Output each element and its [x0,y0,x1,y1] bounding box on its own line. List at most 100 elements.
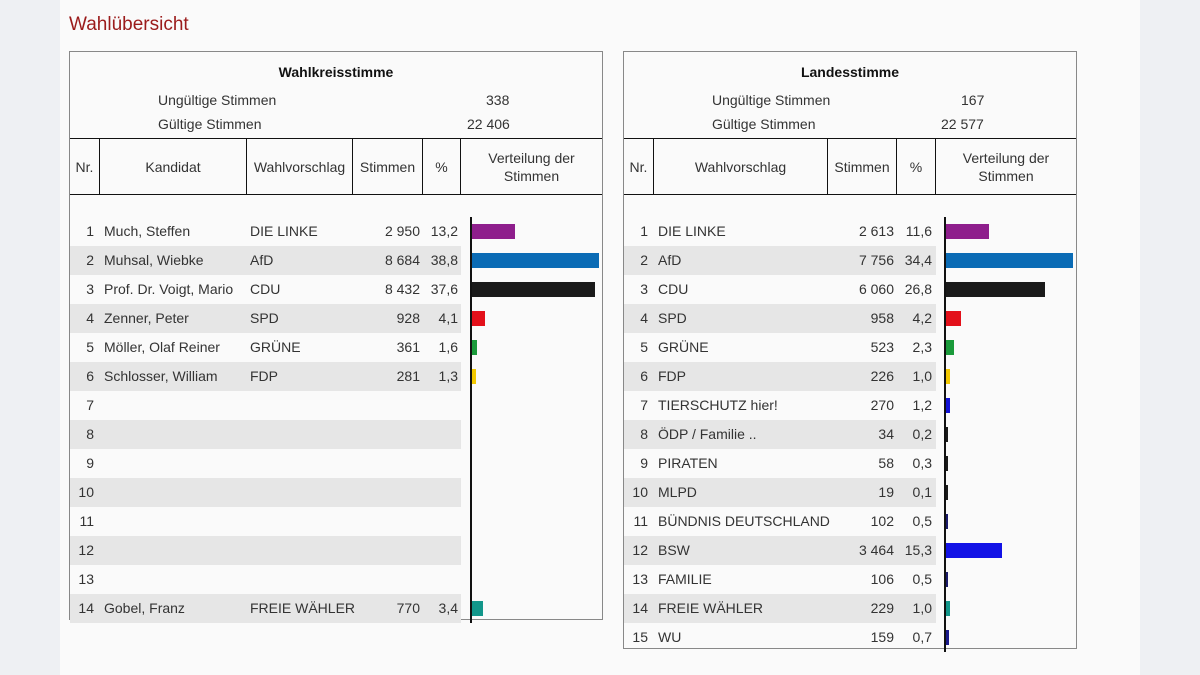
landesstimme-summary: Landesstimme Ungültige Stimmen 167 Gülti… [624,52,1076,138]
cell-nr: 14 [78,600,94,616]
cell-nr: 4 [86,310,94,326]
cell-wahlvorschlag: GRÜNE [658,339,709,355]
cell-prozent: 38,8 [430,252,458,268]
vote-bar [946,601,950,616]
cell-wahlvorschlag: CDU [250,281,281,297]
table-row: 13 FAMILIE 106 0,5 [624,565,1076,594]
table-row: 5 Möller, Olaf Reiner GRÜNE 361 1,6 [70,333,602,362]
vote-bar [946,456,948,471]
cell-prozent: 2,3 [912,339,932,355]
cell-wahlvorschlag: AfD [250,252,274,268]
cell-prozent: 1,0 [912,368,932,384]
row-background [624,594,936,623]
vote-bar [946,253,1073,268]
cell-prozent: 13,2 [430,223,458,239]
cell-stimmen: 6 060 [858,281,894,297]
cell-nr: 15 [632,629,648,645]
invalid-votes-value: 167 [961,92,985,108]
cell-nr: 7 [640,397,648,413]
cell-prozent: 1,2 [912,397,932,413]
cell-nr: 3 [640,281,648,297]
cell-wahlvorschlag: FDP [250,368,278,384]
table-header: Nr. Wahlvorschlag Stimmen % Verteilung d… [624,138,1076,195]
table-row: 6 Schlosser, William FDP 281 1,3 [70,362,602,391]
cell-stimmen: 270 [870,397,894,413]
vote-bar [946,543,1003,558]
table-row: 12 [70,536,602,565]
row-background [70,246,461,275]
cell-prozent [423,420,458,449]
table-row: 8 ÖDP / Familie .. 34 0,2 [624,420,1076,449]
cell-stimmen: 106 [870,571,894,587]
cell-nr: 10 [632,484,648,500]
cell-stimmen: 770 [396,600,420,616]
vote-bar [946,572,948,587]
table-row: 10 [70,478,602,507]
cell-wahlvorschlag: FREIE WÄHLER [250,600,356,616]
cell-prozent: 26,8 [904,281,932,297]
column-header-prozent: % [423,139,461,194]
vote-bar [946,514,948,529]
cell-stimmen: 2 613 [858,223,894,239]
cell-nr: 2 [640,252,648,268]
cell-kandidat: Prof. Dr. Voigt, Mario [104,281,234,297]
vote-bar [946,398,951,413]
cell-prozent: 37,6 [430,281,458,297]
table-row: 9 [70,449,602,478]
cell-nr: 1 [640,223,648,239]
cell-prozent: 0,7 [912,629,932,645]
cell-kandidat: Muhsal, Wiebke [104,252,204,268]
vote-bar [472,311,486,326]
table-row: 7 TIERSCHUTZ hier! 270 1,2 [624,391,1076,420]
table-row: 11 [70,507,602,536]
table-row: 5 GRÜNE 523 2,3 [624,333,1076,362]
cell-wahlvorschlag: WU [658,629,682,645]
column-header-stimmen: Stimmen [353,139,423,194]
cell-wahlvorschlag: FREIE WÄHLER [658,600,764,616]
table-row: 11 BÜNDNIS DEUTSCHLAND 102 0,5 [624,507,1076,536]
cell-kandidat: Gobel, Franz [104,600,185,616]
vote-bar [946,427,948,442]
cell-kandidat: Möller, Olaf Reiner [104,339,220,355]
cell-nr: 13 [632,571,648,587]
cell-stimmen [360,478,420,507]
vote-bar [946,224,989,239]
cell-nr: 6 [640,368,648,384]
vote-bar [946,340,955,355]
vote-bar [472,253,599,268]
cell-wahlvorschlag: GRÜNE [250,339,301,355]
table-row: 14 Gobel, Franz FREIE WÄHLER 770 3,4 [70,594,602,623]
cell-wahlvorschlag: SPD [658,310,687,326]
cell-prozent: 34,4 [904,252,932,268]
table-header: Nr. Kandidat Wahlvorschlag Stimmen % Ver… [70,138,602,195]
cell-prozent: 0,5 [912,571,932,587]
cell-prozent: 0,5 [912,513,932,529]
cell-nr: 7 [86,397,94,413]
column-header-wahlvorschlag: Wahlvorschlag [654,139,828,194]
cell-stimmen: 34 [878,426,894,442]
cell-prozent: 4,1 [438,310,458,326]
invalid-votes-value: 338 [486,92,510,108]
cell-prozent: 1,6 [438,339,458,355]
chart-axis [944,217,946,652]
table-row: 1 DIE LINKE 2 613 11,6 [624,217,1076,246]
cell-nr: 5 [86,339,94,355]
cell-stimmen: 2 950 [384,223,420,239]
column-header-wahlvorschlag: Wahlvorschlag [247,139,353,194]
cell-nr: 8 [86,426,94,442]
table-row: 4 SPD 958 4,2 [624,304,1076,333]
valid-votes-value: 22 406 [467,116,510,132]
landesstimme-panel: Landesstimme Ungültige Stimmen 167 Gülti… [623,51,1077,652]
cell-stimmen: 958 [870,310,894,326]
cell-nr: 11 [633,513,648,529]
cell-prozent: 1,0 [912,600,932,616]
table-row: 3 Prof. Dr. Voigt, Mario CDU 8 432 37,6 [70,275,602,304]
cell-stimmen [360,420,420,449]
row-background [624,420,936,449]
cell-kandidat: Schlosser, William [104,368,218,384]
table-row: 1 Much, Steffen DIE LINKE 2 950 13,2 [70,217,602,246]
cell-wahlvorschlag: PIRATEN [658,455,718,471]
page-title: Wahlübersicht [69,14,189,35]
cell-prozent: 1,3 [438,368,458,384]
cell-stimmen: 229 [870,600,894,616]
